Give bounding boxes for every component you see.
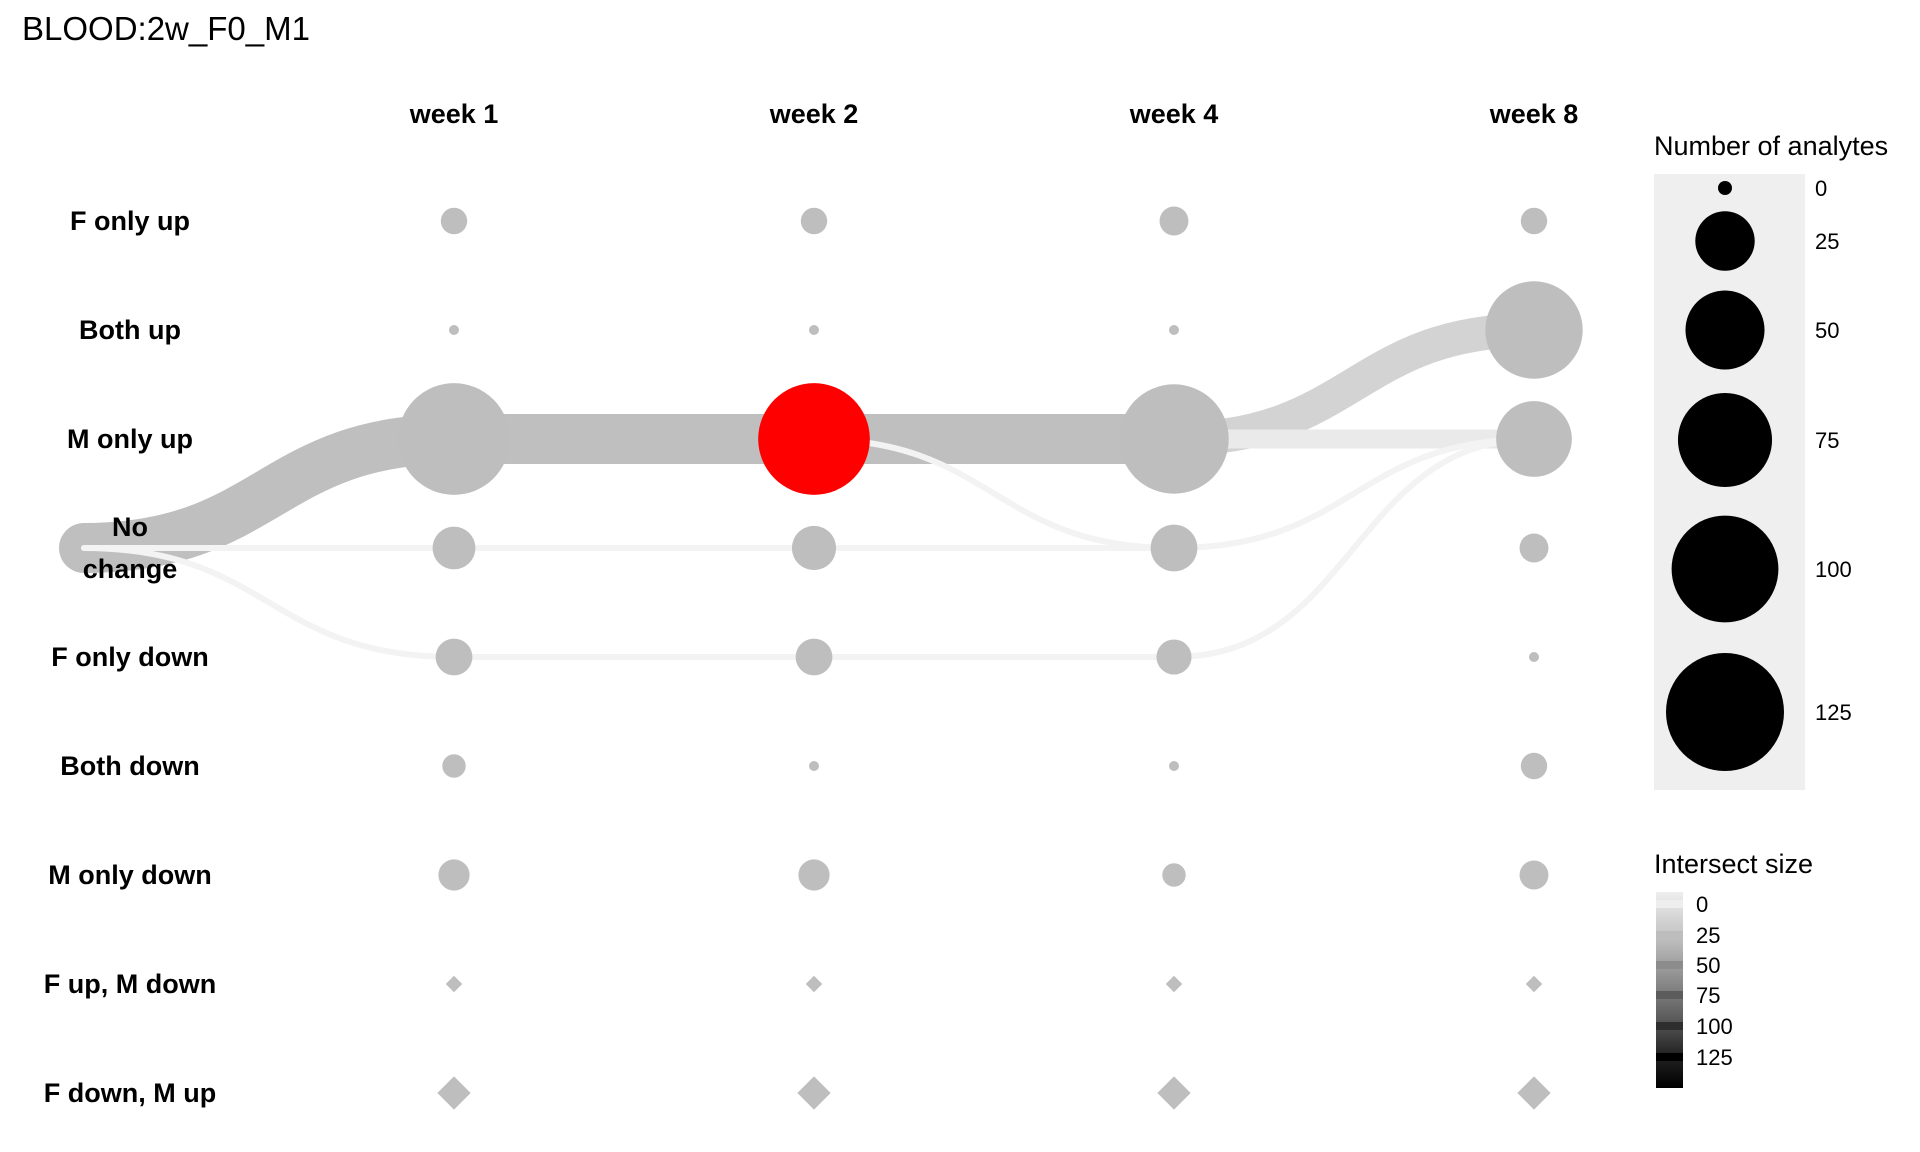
node-m-only-down-week-8 — [1519, 860, 1549, 890]
node-f-only-up-week-1 — [440, 207, 468, 235]
row-label-m-only-up: M only up — [67, 424, 193, 454]
intersect-legend-swatch-50 — [1656, 961, 1683, 969]
intersect-legend-swatch-125 — [1656, 1053, 1683, 1061]
node-f-only-up-week-8 — [1520, 207, 1548, 235]
intersect-legend-label-25: 25 — [1696, 923, 1720, 948]
intersect-legend-title: Intersect size — [1654, 849, 1813, 879]
node-f-only-down-week-2 — [795, 638, 833, 676]
flow-m-only-up-week-4-to-both-up-week-8 — [1173, 313, 1535, 456]
flow-no-change-start-to-f-only-down-week-1 — [81, 545, 457, 660]
node-m-only-up-week-8 — [1496, 401, 1572, 477]
node-both-up-week-1 — [449, 325, 459, 335]
size-legend: Number of analytes 0 25 50 75 100 125 — [1654, 131, 1888, 790]
column-label-week-2: week 2 — [769, 99, 859, 129]
node-f-up-m-down-week-8 — [1525, 975, 1543, 993]
node-m-only-down-week-1 — [438, 859, 470, 891]
size-legend-circle-75 — [1677, 392, 1773, 488]
node-no-change-week-1 — [432, 526, 476, 570]
intersect-legend-swatch-0 — [1656, 900, 1683, 908]
size-legend-circle-25 — [1695, 211, 1755, 271]
node-both-up-week-8 — [1485, 281, 1583, 379]
node-f-only-up-week-4 — [1159, 206, 1189, 236]
size-legend-label-125: 125 — [1815, 700, 1852, 725]
node-f-only-down-week-1 — [435, 638, 473, 676]
flow-m-only-up-week-2-to-no-change-week-4 — [813, 436, 1175, 551]
row-label-no-change: No change — [83, 512, 178, 584]
node-m-only-down-week-2 — [798, 859, 830, 891]
node-no-change-week-8 — [1519, 533, 1549, 563]
node-no-change-week-4 — [1150, 524, 1198, 572]
node-both-down-week-2 — [809, 761, 819, 771]
row-label-f-up-m-down: F up, M down — [44, 969, 216, 999]
node-f-down-m-up-week-2 — [797, 1076, 831, 1110]
chart-title: BLOOD:2w_F0_M1 — [22, 10, 310, 47]
node-m-only-up-week-4 — [1119, 384, 1229, 494]
node-both-up-week-4 — [1169, 325, 1179, 335]
intersect-legend-items: 0 25 50 75 100 125 — [1656, 892, 1733, 1070]
node-f-only-up-week-2 — [800, 207, 828, 235]
intersect-legend-label-0: 0 — [1696, 892, 1708, 917]
column-labels: week 1 week 2 week 4 week 8 — [409, 99, 1579, 129]
row-label-f-down-m-up: F down, M up — [44, 1078, 216, 1108]
size-legend-label-50: 50 — [1815, 318, 1839, 343]
row-label-f-only-up: F only up — [70, 206, 190, 236]
node-both-down-week-1 — [442, 754, 466, 778]
node-both-down-week-8 — [1520, 752, 1548, 780]
size-legend-circle-125 — [1666, 653, 1784, 771]
intersect-legend-swatch-75 — [1656, 991, 1683, 999]
node-m-only-up-week-1 — [398, 383, 510, 495]
intersect-legend-label-50: 50 — [1696, 953, 1720, 978]
size-legend-label-25: 25 — [1815, 229, 1839, 254]
flow-no-change-start-to-m-only-up-week-1 — [59, 414, 479, 573]
intersect-legend-label-125: 125 — [1696, 1045, 1733, 1070]
node-f-only-down-week-4 — [1156, 639, 1192, 675]
row-label-m-only-down: M only down — [48, 860, 211, 890]
row-labels: F only up Both up M only up No change F only … — [44, 206, 216, 1108]
intersect-legend-label-100: 100 — [1696, 1014, 1733, 1039]
node-f-down-m-up-week-4 — [1157, 1076, 1191, 1110]
flow-f-only-down-week-4-to-m-only-up-week-8 — [1173, 436, 1535, 660]
node-m-only-up-week-2 — [758, 383, 870, 495]
intersect-legend: Intersect size 0 25 50 75 100 125 — [1654, 849, 1813, 1088]
intersect-legend-swatch-25 — [1656, 931, 1683, 939]
node-f-up-m-down-week-4 — [1165, 975, 1183, 993]
size-legend-circle-100 — [1671, 515, 1779, 623]
row-label-both-up: Both up — [79, 315, 181, 345]
size-legend-circle-0 — [1718, 181, 1732, 195]
node-f-down-m-up-week-8 — [1517, 1076, 1551, 1110]
column-label-week-8: week 8 — [1489, 99, 1579, 129]
node-f-down-m-up-week-1 — [437, 1076, 471, 1110]
node-no-change-week-2 — [791, 525, 837, 571]
node-m-only-down-week-4 — [1162, 863, 1186, 887]
size-legend-label-0: 0 — [1815, 176, 1827, 201]
row-label-both-down: Both down — [60, 751, 199, 781]
node-layer — [398, 206, 1583, 1110]
node-both-up-week-2 — [809, 325, 819, 335]
node-f-only-down-week-8 — [1529, 652, 1539, 662]
node-f-up-m-down-week-1 — [445, 975, 463, 993]
size-legend-items: 0 25 50 75 100 125 — [1666, 176, 1852, 771]
column-label-week-4: week 4 — [1129, 99, 1219, 129]
flow-no-change-week-4-to-m-only-up-week-8 — [1173, 436, 1535, 551]
column-label-week-1: week 1 — [409, 99, 499, 129]
size-legend-label-100: 100 — [1815, 557, 1852, 582]
node-both-down-week-4 — [1169, 761, 1179, 771]
size-legend-label-75: 75 — [1815, 428, 1839, 453]
flow-layer — [59, 313, 1535, 661]
row-label-f-only-down: F only down — [51, 642, 208, 672]
intersect-legend-swatch-100 — [1656, 1022, 1683, 1030]
intersect-legend-label-75: 75 — [1696, 983, 1720, 1008]
size-legend-circle-50 — [1685, 290, 1765, 370]
node-f-up-m-down-week-2 — [805, 975, 823, 993]
size-legend-title: Number of analytes — [1654, 131, 1888, 161]
